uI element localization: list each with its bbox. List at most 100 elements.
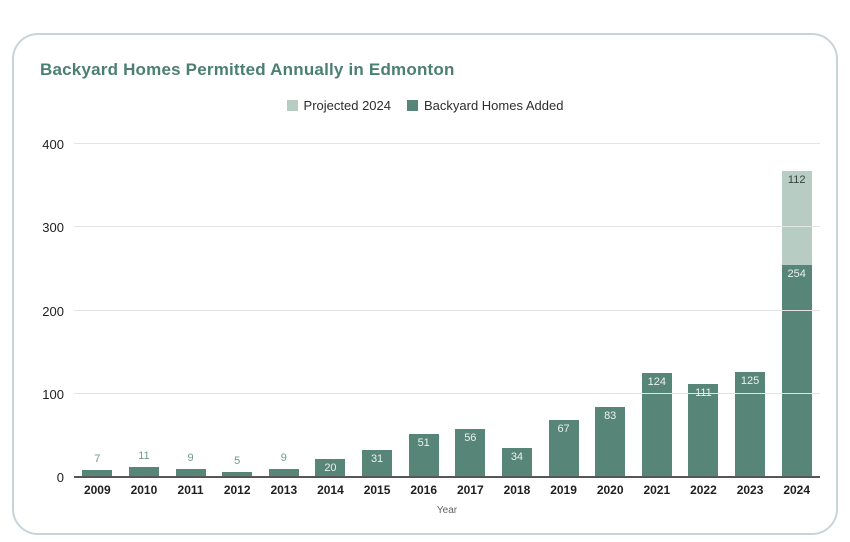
x-axis-tick-label: 2010	[130, 483, 158, 497]
legend-swatch-projected-icon	[286, 100, 298, 111]
x-axis-title: Year	[436, 505, 458, 516]
bar-2016[interactable]: 51	[408, 433, 439, 476]
x-axis-tick-label: 2011	[177, 483, 204, 497]
bar-value-label: 112	[787, 174, 806, 187]
bar-slot: 51	[400, 145, 447, 476]
x-axis-tick-label: 2014	[317, 483, 344, 497]
bar-value-label: 31	[370, 453, 384, 466]
bar-slot: 83	[587, 145, 634, 476]
x-axis-tick-label: 2013	[270, 483, 298, 497]
x-axis-tick-label: 2012	[223, 483, 251, 497]
bar-slot: 20	[307, 145, 354, 476]
y-axis: 0 100 200 300 400	[14, 137, 64, 485]
chart-title: Backyard Homes Permitted Annually in Edm…	[40, 60, 455, 79]
gridline	[74, 226, 820, 228]
bar-segment-added[interactable]: 34	[501, 447, 532, 476]
bar-segment-projected[interactable]: 112	[781, 171, 812, 265]
bar-value-label: 83	[604, 409, 617, 422]
legend-item-backyard-homes-added[interactable]: Backyard Homes Added	[406, 98, 563, 113]
bar-segment-added[interactable]: 56	[455, 429, 486, 476]
bar-slot: 112 254	[773, 145, 820, 476]
bar-segment-added[interactable]	[82, 470, 113, 476]
bar-value-label: 9	[187, 451, 194, 464]
bar-slot: 9	[167, 145, 214, 476]
bar-segment-added[interactable]	[175, 468, 206, 476]
y-axis-tick-label: 300	[42, 220, 64, 236]
bar-segment-added[interactable]: 254	[781, 264, 812, 476]
bar-value-label: 11	[138, 449, 150, 462]
bar-slot: 124	[634, 145, 681, 476]
x-axis-tick-label: 2015	[363, 483, 391, 497]
bar-segment-added[interactable]: 124	[641, 372, 672, 476]
bar-slot: 111	[680, 145, 727, 476]
x-axis-tick-label: 2019	[550, 483, 577, 497]
legend-swatch-added-icon	[406, 100, 418, 111]
x-axis-tick-label: 2024	[783, 483, 811, 497]
bar-segment-added[interactable]: 111	[688, 383, 719, 476]
x-axis: 2009 2010 2011 2012 2013 2014 2015 2016 2017 2018…	[74, 483, 820, 497]
bar-value-label: 111	[695, 386, 712, 399]
x-axis-tick-label: 2017	[456, 483, 484, 497]
bar-segment-added[interactable]: 83	[595, 406, 626, 476]
bar-2014[interactable]: 20	[315, 459, 346, 476]
legend: Projected 2024 Backyard Homes Added	[14, 98, 836, 113]
bar-2021[interactable]: 124	[641, 372, 672, 476]
bar-segment-added[interactable]	[268, 468, 299, 476]
bar-value-label: 124	[647, 375, 666, 388]
bar-slot: 5	[214, 145, 261, 476]
bar-value-label: 56	[464, 432, 477, 445]
bar-value-label: 34	[510, 450, 524, 463]
bar-value-label: 67	[557, 423, 570, 436]
bar-segment-added[interactable]: 67	[548, 420, 579, 476]
gridline	[74, 309, 820, 311]
bar-value-label: 5	[234, 454, 241, 467]
bar-segment-added[interactable]: 20	[315, 459, 346, 476]
bar-segment-added[interactable]: 31	[362, 450, 393, 476]
bar-slot: 67	[540, 145, 587, 476]
bar-2023[interactable]: 125	[735, 371, 766, 476]
bar-value-label: 254	[787, 267, 806, 280]
bar-2024[interactable]: 112 254	[781, 171, 812, 476]
gridline	[74, 143, 820, 144]
chart-card: Backyard Homes Permitted Annually in Edm…	[12, 33, 838, 535]
bar-2019[interactable]: 67	[548, 420, 579, 476]
bar-slot: 31	[354, 145, 401, 476]
y-axis-tick-label: 100	[42, 386, 64, 402]
bar-segment-added[interactable]	[128, 466, 159, 476]
x-axis-tick-label: 2023	[736, 483, 764, 497]
plot-area: 7 11 9 5 9 20 31 51 56 34 67 83 124 111 125 112 254	[74, 143, 820, 478]
bar-2022[interactable]: 111	[688, 383, 719, 476]
bar-2020[interactable]: 83	[595, 406, 626, 476]
bar-2011[interactable]	[175, 468, 206, 476]
bars-row: 7 11 9 5 9 20 31 51 56 34 67 83 124 111 125 112 254	[74, 145, 820, 476]
x-axis-tick-label: 2009	[83, 483, 111, 497]
bar-2012[interactable]	[222, 471, 253, 476]
bar-value-label: 125	[740, 374, 760, 387]
y-axis-tick-label: 0	[56, 470, 64, 485]
bar-value-label: 7	[94, 453, 101, 466]
bar-slot: 34	[494, 145, 541, 476]
x-axis-tick-label: 2016	[410, 483, 438, 497]
y-axis-tick-label: 400	[42, 137, 64, 152]
x-axis-tick-label: 2022	[690, 483, 717, 497]
y-axis-tick-label: 200	[42, 303, 64, 319]
x-axis-tick-label: 2020	[596, 483, 624, 497]
bar-2018[interactable]: 34	[501, 447, 532, 476]
bar-slot: 56	[447, 145, 494, 476]
bar-slot: 11	[121, 145, 168, 476]
bar-2009[interactable]	[82, 470, 113, 476]
bar-2017[interactable]: 56	[455, 429, 486, 476]
bar-2010[interactable]	[128, 466, 159, 476]
bar-segment-added[interactable]	[222, 471, 253, 476]
legend-item-projected-2024[interactable]: Projected 2024	[286, 98, 391, 113]
bar-value-label: 20	[324, 462, 337, 475]
bar-slot: 7	[74, 145, 121, 476]
bar-slot: 125	[727, 145, 774, 476]
bar-2015[interactable]: 31	[362, 450, 393, 476]
x-axis-tick-label: 2018	[503, 483, 531, 497]
bar-2013[interactable]	[268, 468, 299, 476]
bar-value-label: 51	[417, 436, 430, 449]
legend-label: Projected 2024	[303, 98, 391, 113]
bar-segment-added[interactable]: 125	[735, 371, 766, 476]
bar-segment-added[interactable]: 51	[408, 433, 439, 476]
